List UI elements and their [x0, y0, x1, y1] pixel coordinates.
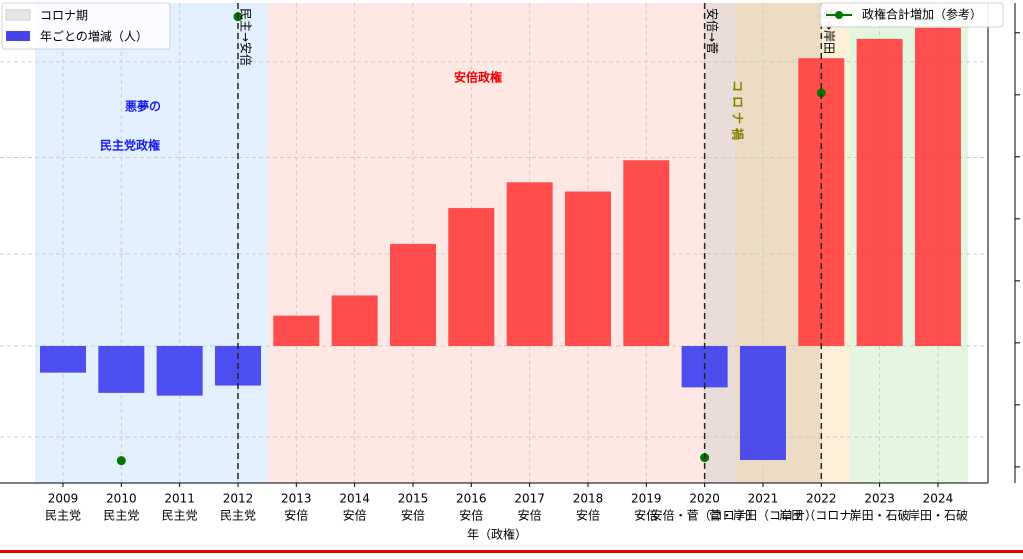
x-group-label: 安倍・菅（コロナ） — [651, 508, 759, 523]
x-group-label: 岸田（コロナ） — [779, 509, 863, 523]
annotation: 民主党政権 — [100, 138, 160, 153]
x-group-label: 安倍 — [576, 508, 600, 523]
bar — [98, 345, 145, 393]
transition-label: 民主→安倍 — [238, 8, 253, 66]
period-shade — [705, 3, 735, 483]
bar — [798, 58, 845, 346]
bar — [739, 345, 786, 461]
x-tick-label: 2014 — [339, 492, 370, 506]
x-tick-label: 2011 — [164, 492, 195, 506]
bar — [273, 315, 320, 346]
x-tick-label: 2015 — [398, 492, 429, 506]
x-group-label: 安倍 — [401, 508, 425, 523]
legend-marker — [835, 11, 843, 19]
line-point — [816, 88, 826, 98]
x-tick-label: 2016 — [456, 492, 487, 506]
x-group-label: 岸田・石破 — [850, 508, 910, 523]
line-point — [116, 456, 126, 466]
x-group-label: 安倍 — [459, 508, 483, 523]
x-tick-label: 2013 — [281, 492, 312, 506]
bar — [564, 191, 611, 346]
bar — [389, 243, 436, 346]
x-group-label: 民主党 — [45, 508, 81, 523]
x-tick-label: 2012 — [223, 492, 254, 506]
annotation: 悪夢の — [125, 99, 161, 114]
x-group-label: 安倍 — [343, 508, 367, 523]
bar — [40, 345, 86, 373]
x-group-label: 民主党 — [162, 508, 198, 523]
x-group-label: 安倍 — [634, 508, 658, 523]
legend-box — [1, 2, 171, 50]
x-group-label: 安倍 — [284, 508, 308, 523]
x-tick-label: 2023 — [864, 492, 895, 506]
x-group-label: 菅・岸田（コロナ） — [709, 509, 817, 523]
x-tick-label: 2010 — [106, 492, 137, 506]
legend-swatch — [6, 31, 30, 41]
legend-box — [819, 2, 1004, 28]
bar — [623, 160, 670, 346]
bar — [448, 208, 495, 346]
bar — [156, 345, 203, 396]
annotation: 安倍政権 — [454, 70, 502, 85]
x-group-label: 民主党 — [220, 508, 256, 523]
bar — [331, 295, 378, 346]
x-tick-label: 2019 — [631, 492, 662, 506]
x-tick-label: 2024 — [923, 492, 954, 506]
x-tick-label: 2022 — [806, 492, 837, 506]
period-shade — [35, 3, 268, 483]
page-rule — [0, 550, 1023, 553]
legend-label: 政権合計増加（参考） — [862, 7, 982, 22]
transition-label: 安倍→菅 — [705, 8, 720, 54]
x-axis-label: 年（政権） — [467, 527, 527, 542]
bar — [506, 182, 553, 346]
x-group-label: 岸田・石破 — [908, 508, 968, 523]
x-tick-label: 2020 — [689, 492, 720, 506]
legend-label: 年ごとの増減（人） — [40, 29, 148, 44]
annotation: コロナ禍 — [731, 80, 746, 144]
bar — [856, 38, 903, 346]
x-group-label: 安倍 — [518, 508, 542, 523]
legend-swatch — [5, 9, 31, 21]
x-tick-label: 2009 — [48, 492, 79, 506]
legend-label: コロナ期 — [40, 9, 88, 23]
x-tick-label: 2017 — [514, 492, 545, 506]
bar — [914, 27, 961, 346]
x-tick-label: 2021 — [748, 492, 779, 506]
x-group-label: 民主党 — [103, 508, 139, 523]
x-tick-label: 2018 — [573, 492, 604, 506]
